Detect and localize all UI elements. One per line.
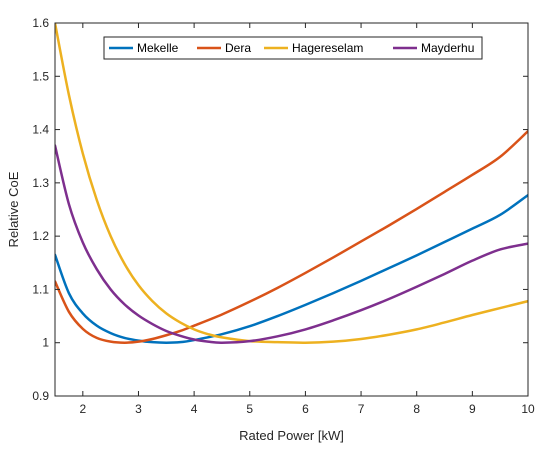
series-line-mekelle bbox=[55, 193, 528, 344]
y-tick-label: 1.2 bbox=[32, 229, 49, 243]
y-axis-title: Relative CoE bbox=[6, 171, 21, 247]
series-layer bbox=[55, 23, 528, 344]
x-tick-label: 8 bbox=[413, 402, 420, 416]
x-tick-label: 3 bbox=[135, 402, 142, 416]
y-axis: 0.9 1 1.1 1.2 1.3 1.4 1.5 1.6 bbox=[32, 16, 528, 403]
x-tick-label: 10 bbox=[521, 402, 535, 416]
axes-box bbox=[54, 22, 529, 397]
x-tick-label: 4 bbox=[191, 402, 198, 416]
x-tick-label: 5 bbox=[246, 402, 253, 416]
y-tick-label: 0.9 bbox=[32, 389, 49, 403]
x-tick-label: 7 bbox=[358, 402, 365, 416]
legend-box bbox=[103, 36, 483, 60]
x-tick-label: 2 bbox=[79, 402, 86, 416]
plot-area bbox=[54, 22, 529, 397]
x-axis: 2 3 4 5 6 7 8 9 10 bbox=[79, 23, 535, 416]
legend-label-mekelle: Mekelle bbox=[137, 41, 179, 55]
series-line-hagereselam bbox=[55, 23, 528, 344]
y-tick-label: 1.4 bbox=[32, 123, 49, 137]
y-tick-label: 1.3 bbox=[32, 176, 49, 190]
legend-label-hagereselam: Hagereselam bbox=[292, 41, 363, 55]
legend-label-mayderhu: Mayderhu bbox=[421, 41, 474, 55]
y-tick-label: 1.5 bbox=[32, 69, 49, 83]
series-line-mayderhu bbox=[55, 144, 528, 344]
y-tick-label: 1.1 bbox=[32, 282, 49, 296]
x-tick-label: 9 bbox=[469, 402, 476, 416]
x-tick-label: 6 bbox=[302, 402, 309, 416]
y-tick-label: 1.6 bbox=[32, 16, 49, 30]
legend: Mekelle Dera Hagereselam Mayderhu bbox=[103, 36, 483, 60]
plot-background bbox=[55, 23, 528, 396]
series-line-dera bbox=[55, 129, 528, 344]
legend-label-dera: Dera bbox=[225, 41, 251, 55]
y-tick-label: 1 bbox=[42, 336, 49, 350]
x-axis-title: Rated Power [kW] bbox=[239, 428, 344, 443]
